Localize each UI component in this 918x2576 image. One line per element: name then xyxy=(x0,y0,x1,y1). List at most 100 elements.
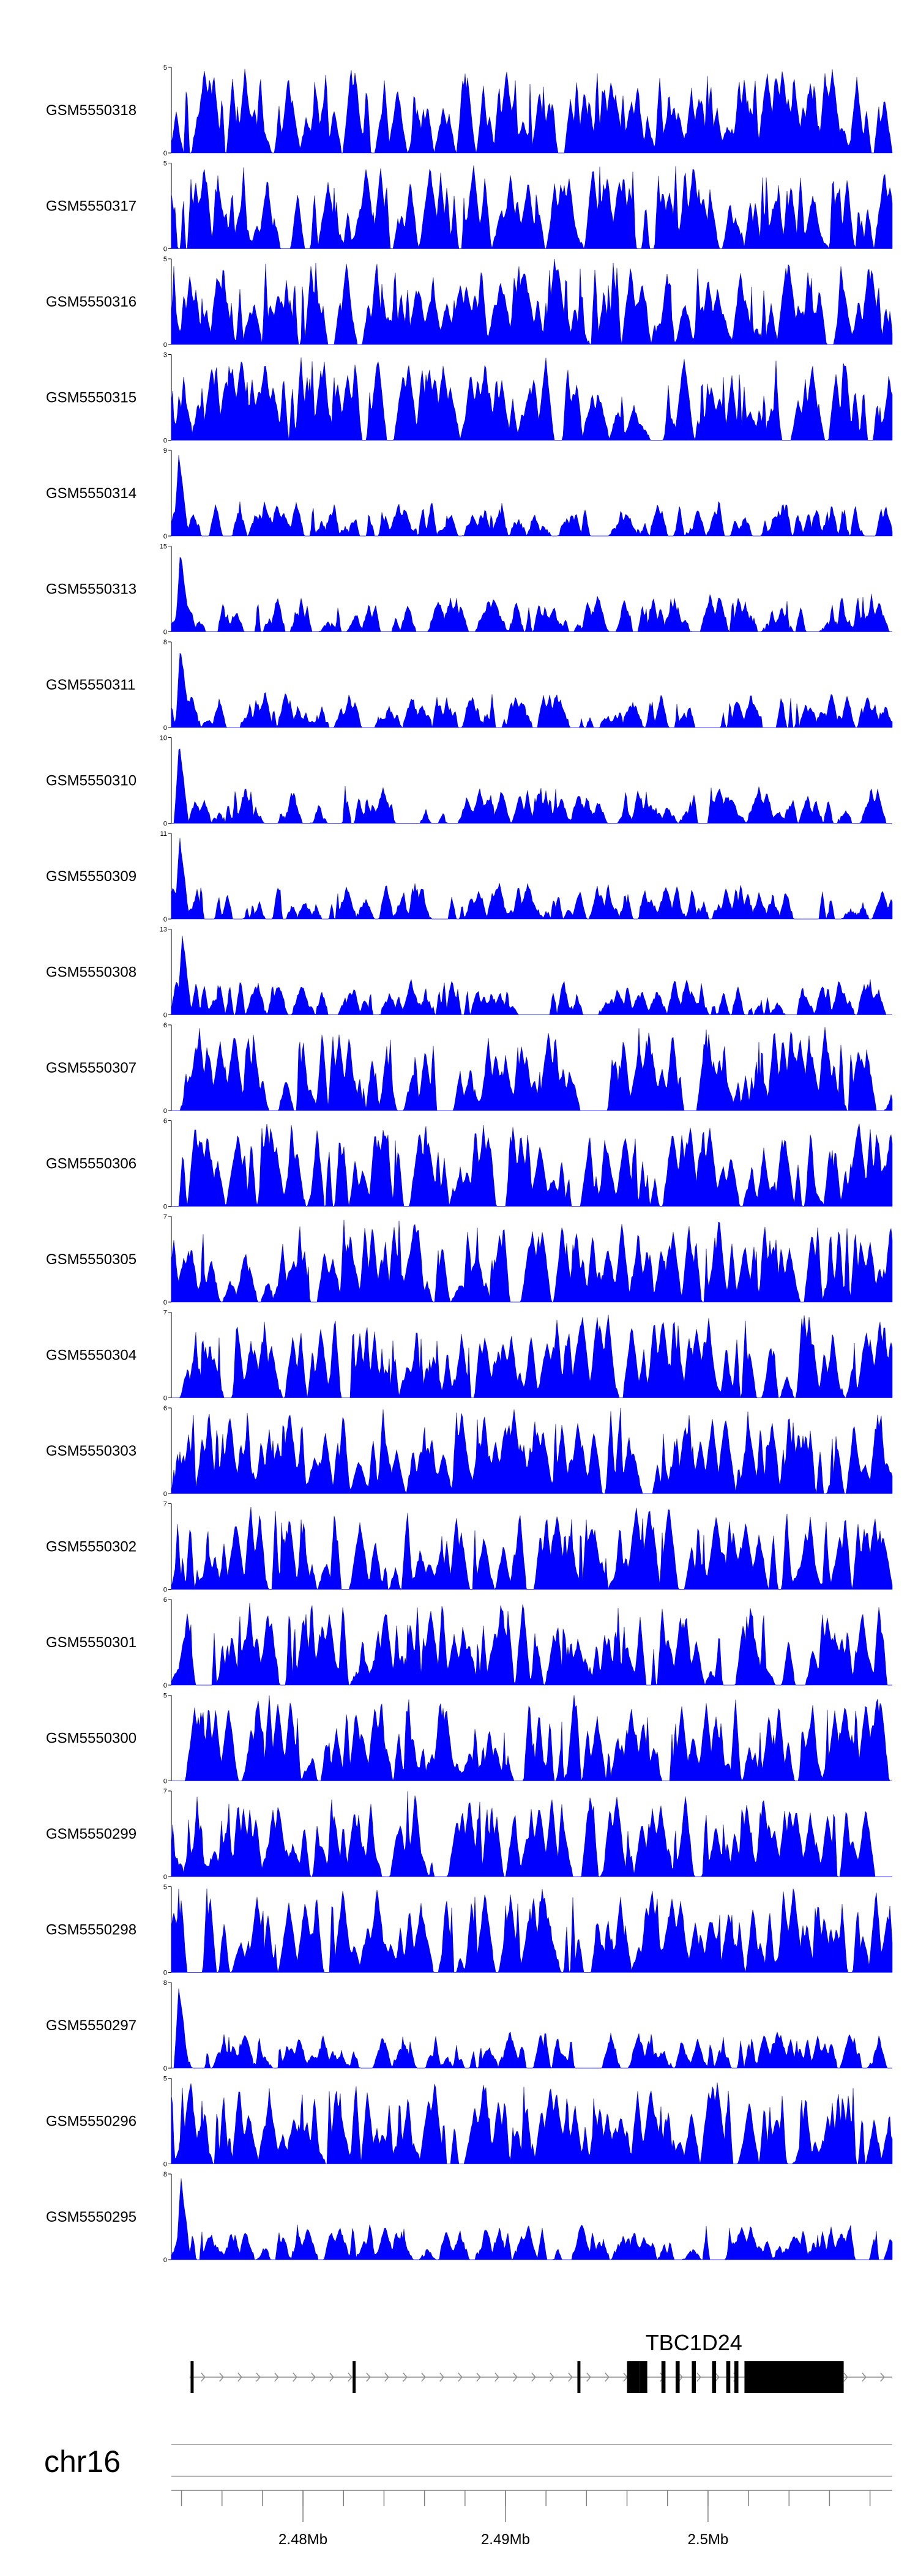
strand-arrow xyxy=(366,2372,371,2382)
y-max-label: 9 xyxy=(163,447,167,455)
y-max-label: 5 xyxy=(163,160,167,168)
y-max-label: 8 xyxy=(163,639,167,646)
y-min-label: 0 xyxy=(163,1587,167,1594)
coverage-track: GSM5550304 7 0 xyxy=(46,1309,893,1402)
chromosome-track: chr16 xyxy=(44,2444,892,2479)
y-max-label: 6 xyxy=(163,1022,167,1029)
y-max-label: 5 xyxy=(163,256,167,263)
coverage-track: GSM5550305 7 0 xyxy=(46,1213,893,1306)
coverage-track: GSM5550297 8 0 xyxy=(46,1979,892,2072)
strand-arrow xyxy=(494,2372,499,2382)
track-label: GSM5550303 xyxy=(46,1443,136,1459)
exon xyxy=(639,2361,647,2393)
exon xyxy=(190,2361,194,2393)
track-label: GSM5550309 xyxy=(46,868,136,885)
exon xyxy=(712,2361,717,2393)
track-label: GSM5550315 xyxy=(46,390,136,406)
strand-arrow xyxy=(201,2372,206,2382)
strand-arrow xyxy=(843,2372,848,2382)
strand-arrow xyxy=(439,2372,444,2382)
coverage-track: GSM5550313 15 0 xyxy=(46,543,892,636)
coverage-area xyxy=(171,652,893,728)
track-label: GSM5550306 xyxy=(46,1156,136,1172)
track-label: GSM5550308 xyxy=(46,964,136,981)
coverage-tracks: GSM555031850GSM555031750GSM555031650GSM5… xyxy=(46,64,893,2264)
strand-arrow xyxy=(513,2372,518,2382)
coverage-track: GSM5550317 5 0 xyxy=(46,160,893,253)
coverage-area xyxy=(171,1314,893,1399)
strand-arrow xyxy=(384,2372,389,2382)
coverage-area xyxy=(171,1027,893,1111)
coverage-area xyxy=(171,69,893,154)
track-label: GSM5550313 xyxy=(46,581,136,598)
coverage-area xyxy=(171,1407,893,1494)
coverage-area xyxy=(171,936,892,1016)
track-label: GSM5550318 xyxy=(46,102,136,119)
y-max-label: 3 xyxy=(163,352,167,359)
y-min-label: 0 xyxy=(163,1012,167,1019)
exon xyxy=(627,2361,640,2393)
y-max-label: 11 xyxy=(160,830,167,838)
track-label: GSM5550304 xyxy=(46,1347,136,1364)
strand-arrow xyxy=(715,2372,720,2382)
strand-arrow xyxy=(293,2372,297,2382)
y-min-label: 0 xyxy=(163,1107,167,1115)
track-label: GSM5550297 xyxy=(46,2017,136,2034)
track-label: GSM5550314 xyxy=(46,485,136,502)
exon xyxy=(353,2361,356,2393)
track-label: GSM5550298 xyxy=(46,1922,136,1938)
y-min-label: 0 xyxy=(163,2257,167,2264)
y-max-label: 5 xyxy=(163,1692,167,1700)
y-max-label: 10 xyxy=(160,735,167,742)
coverage-area xyxy=(171,1123,893,1207)
coverage-track: GSM5550308 13 0 xyxy=(46,926,892,1019)
strand-arrow xyxy=(531,2372,536,2382)
coverage-area xyxy=(171,1603,892,1686)
strand-arrow xyxy=(219,2372,224,2382)
y-max-label: 13 xyxy=(160,926,167,934)
tick-label: 2.5Mb xyxy=(688,2531,729,2548)
chromosome-label: chr16 xyxy=(44,2444,121,2479)
y-min-label: 0 xyxy=(163,246,167,253)
coverage-track: GSM5550309 11 0 xyxy=(46,830,893,923)
track-label: GSM5550301 xyxy=(46,1634,136,1651)
coverage-track: GSM5550300 5 0 xyxy=(46,1692,892,1785)
strand-arrow xyxy=(348,2372,353,2382)
y-max-label: 8 xyxy=(163,2171,167,2178)
y-max-label: 5 xyxy=(163,1884,167,1891)
y-max-label: 7 xyxy=(163,1309,167,1317)
y-min-label: 0 xyxy=(163,916,167,923)
y-min-label: 0 xyxy=(163,1778,167,1785)
y-max-label: 5 xyxy=(163,64,167,72)
coverage-area xyxy=(171,1988,892,2069)
track-label: GSM5550305 xyxy=(46,1251,136,1268)
strand-arrow xyxy=(586,2372,591,2382)
coverage-track: GSM5550299 7 0 xyxy=(46,1788,892,1881)
gene-track: TBC1D24 xyxy=(189,2330,892,2393)
strand-arrow xyxy=(256,2372,261,2382)
y-min-label: 0 xyxy=(163,150,167,157)
tick-label: 2.48Mb xyxy=(278,2531,327,2548)
strand-arrow xyxy=(476,2372,481,2382)
strand-arrow xyxy=(880,2372,885,2382)
exon xyxy=(692,2361,696,2393)
coverage-track: GSM5550316 5 0 xyxy=(46,256,893,349)
track-label: GSM5550307 xyxy=(46,1060,136,1076)
y-min-label: 0 xyxy=(163,2161,167,2168)
strand-arrow xyxy=(862,2372,867,2382)
strand-arrow xyxy=(329,2372,334,2382)
coverage-area xyxy=(171,258,893,345)
strand-arrow xyxy=(458,2372,463,2382)
track-label: GSM5550296 xyxy=(46,2113,136,2130)
coverage-track: GSM5550310 10 0 xyxy=(46,735,892,828)
y-max-label: 7 xyxy=(163,1788,167,1795)
coverage-area xyxy=(171,748,892,824)
coverage-track: GSM5550311 8 0 xyxy=(46,639,893,732)
track-label: GSM5550299 xyxy=(46,1826,136,1842)
y-min-label: 0 xyxy=(163,1395,167,1402)
y-max-label: 6 xyxy=(163,1118,167,1125)
coverage-area xyxy=(171,2178,893,2260)
exon xyxy=(577,2361,581,2393)
y-min-label: 0 xyxy=(163,1874,167,1881)
